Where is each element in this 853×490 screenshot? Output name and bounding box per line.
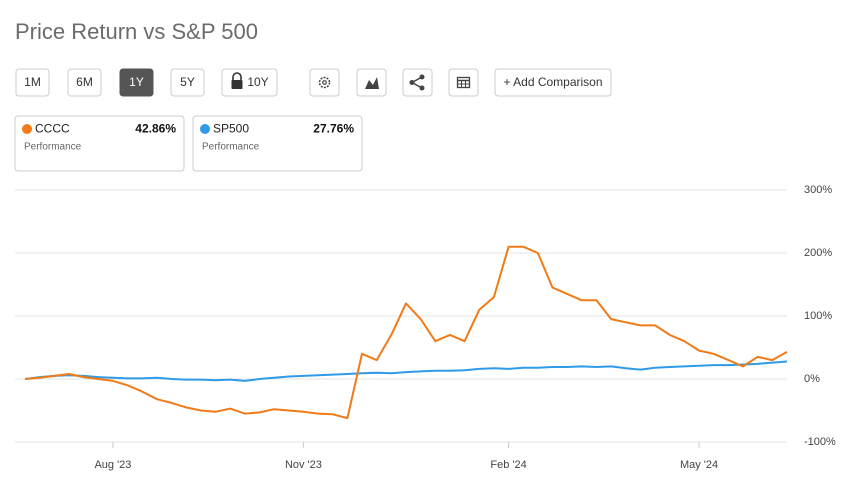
range-button-bg: [221, 68, 278, 97]
settings-button[interactable]: [309, 68, 340, 97]
range-button[interactable]: 5Y: [170, 68, 205, 97]
plot: -100% 0% 100% 200% 300% Aug '23 Nov '23 Feb '24…: [15, 184, 836, 471]
range-button[interactable]: 1M: [15, 68, 50, 97]
range-button-bg: [119, 68, 154, 97]
y-tick-label: -100%: [804, 436, 836, 448]
share-button[interactable]: [402, 68, 433, 97]
range-button[interactable]: 6M: [67, 68, 102, 97]
range-button-label: 6M: [76, 75, 93, 89]
range-button-label: 1M: [24, 75, 41, 89]
range-button-label: 10Y: [247, 75, 268, 89]
legend-card[interactable]: SP500 27.76% Performance: [192, 115, 363, 172]
legend-value: 27.76%: [313, 122, 354, 136]
series-line: [24, 245, 788, 420]
series-line: [24, 360, 788, 382]
x-tick-label: Aug '23: [94, 459, 131, 471]
legend-dot: [200, 124, 210, 134]
range-button-bg: [67, 68, 102, 97]
range-button[interactable]: 10Y: [221, 68, 278, 97]
legend-caption: Performance: [24, 142, 82, 153]
range-button-label: 1Y: [129, 75, 144, 89]
legend: CCCC 42.86% Performance SP500 27.76% Performa…: [14, 115, 363, 172]
add-comparison-button[interactable]: + Add Comparison: [494, 68, 612, 97]
lock-icon: [232, 72, 242, 80]
legend-dot: [22, 124, 32, 134]
y-tick-label: 0%: [804, 373, 820, 385]
legend-name: SP500: [213, 122, 249, 136]
x-tick-label: May '24: [680, 459, 718, 471]
page-title: Price Return vs S&P 500: [15, 19, 258, 44]
x-tick-label: Nov '23: [285, 459, 322, 471]
chart-type-button[interactable]: [356, 68, 387, 97]
x-tick-label: Feb '24: [490, 459, 526, 471]
add-comparison-label: + Add Comparison: [503, 75, 602, 89]
toolbar: 1M 6M 1Y 5Y 10Y: [15, 68, 278, 97]
y-tick-label: 300%: [804, 184, 832, 196]
table-button[interactable]: [448, 68, 479, 97]
range-button-label: 5Y: [180, 75, 195, 89]
y-tick-label: 100%: [804, 310, 832, 322]
range-button-bg: [170, 68, 205, 97]
legend-caption: Performance: [202, 142, 260, 153]
y-tick-label: 200%: [804, 247, 832, 259]
legend-name: CCCC: [35, 122, 70, 136]
range-button[interactable]: 1Y: [119, 68, 154, 97]
legend-card-bg: [192, 115, 363, 172]
legend-value: 42.86%: [135, 122, 176, 136]
legend-card[interactable]: CCCC 42.86% Performance: [14, 115, 185, 172]
range-button-bg: [15, 68, 50, 97]
legend-card-bg: [14, 115, 185, 172]
lock-body: [231, 80, 243, 89]
